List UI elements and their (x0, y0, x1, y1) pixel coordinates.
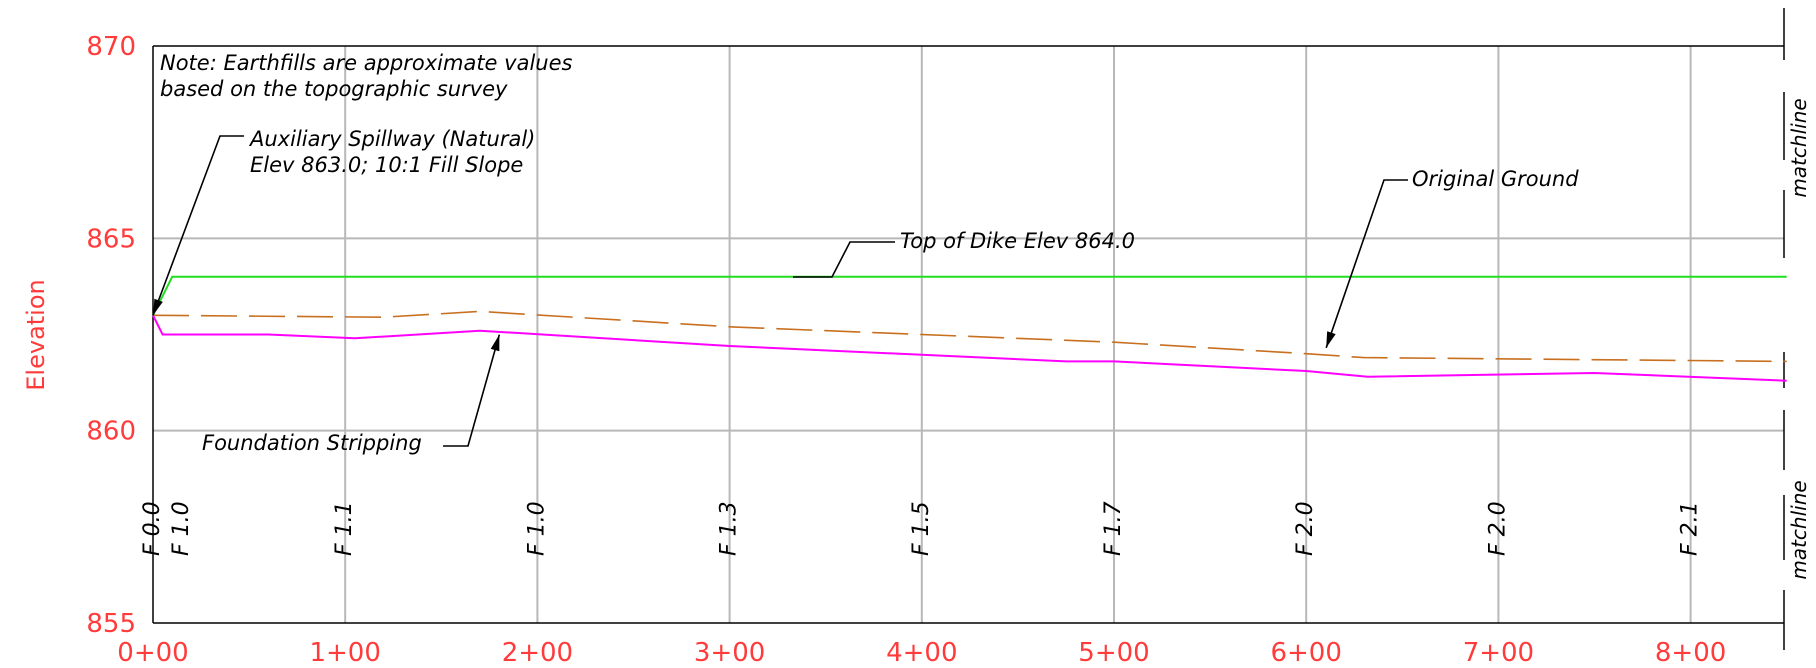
series-line-foundation-stripping (152, 314, 1787, 382)
f-value-labels: F 0.0 F 1.0 F 1.1 F 1.0 F 1.3 F 1.5 F 1.7 F 2.0… (140, 501, 1703, 556)
original-ground-leader (1325, 179, 1408, 349)
original-ground-arrowhead (1326, 331, 1336, 348)
grid-lines (153, 46, 1784, 623)
f-value-label: F 2.1 (1678, 501, 1703, 556)
annotation-texts: Note: Earthfills are approximate values … (22, 51, 1811, 580)
foundation-stripping-label: Foundation Stripping (202, 431, 422, 455)
foundation-stripping-arrowhead (490, 334, 500, 352)
y-tick-label: 860 (86, 417, 136, 447)
original-ground-label: Original Ground (1412, 167, 1579, 191)
f-value-label: F 1.7 (1101, 501, 1126, 556)
f-value-label: F 1.0 (524, 501, 549, 556)
series-lines (152, 275, 1787, 382)
plot-frame (152, 8, 1785, 650)
note-line-2: based on the topographic survey (160, 77, 508, 101)
note-line-1: Note: Earthfills are approximate values (160, 51, 573, 75)
x-tick-label: 2+00 (502, 638, 573, 668)
x-axis-ticks: 0+00 1+00 2+00 3+00 4+00 5+00 6+00 7+00 8+00 (117, 638, 1726, 668)
x-tick-label: 4+00 (886, 638, 957, 668)
f-value-label: F 1.1 (332, 501, 357, 556)
f-value-label: F 2.0 (1293, 501, 1318, 556)
spillway-label-line-2: Elev 863.0; 10:1 Fill Slope (250, 153, 523, 177)
y-tick-label: 870 (86, 32, 136, 62)
y-axis-label: Elevation (22, 279, 50, 390)
top-of-dike-label: Top of Dike Elev 864.0 (900, 229, 1135, 253)
x-tick-label: 0+00 (117, 638, 188, 668)
y-tick-label: 855 (86, 609, 136, 639)
x-tick-label: 1+00 (309, 638, 380, 668)
series-line-original-ground (152, 310, 1787, 363)
f-value-label: F 2.0 (1485, 501, 1510, 556)
x-tick-label: 8+00 (1655, 638, 1726, 668)
x-tick-label: 6+00 (1270, 638, 1341, 668)
x-tick-label: 3+00 (694, 638, 765, 668)
y-axis-ticks: 855 860 865 870 (86, 32, 136, 639)
annotation-leaders (152, 135, 1408, 447)
y-tick-label: 865 (86, 224, 136, 254)
x-tick-label: 7+00 (1463, 638, 1534, 668)
foundation-stripping-leader (443, 334, 501, 447)
series-line-top-of-dike (152, 275, 1787, 316)
spillway-arrowhead (153, 298, 163, 316)
top-of-dike-leader (793, 241, 895, 278)
matchline-label-lower: matchline (1787, 480, 1811, 579)
f-value-label: F 1.0 (169, 501, 194, 556)
f-value-label: F 1.3 (717, 501, 742, 556)
f-value-label: F 1.5 (909, 501, 934, 556)
matchline-label-upper: matchline (1787, 98, 1811, 197)
spillway-leader (152, 135, 244, 316)
f-value-label: F 0.0 (140, 501, 165, 556)
spillway-label-line-1: Auxiliary Spillway (Natural) (248, 127, 535, 151)
x-tick-label: 5+00 (1078, 638, 1149, 668)
